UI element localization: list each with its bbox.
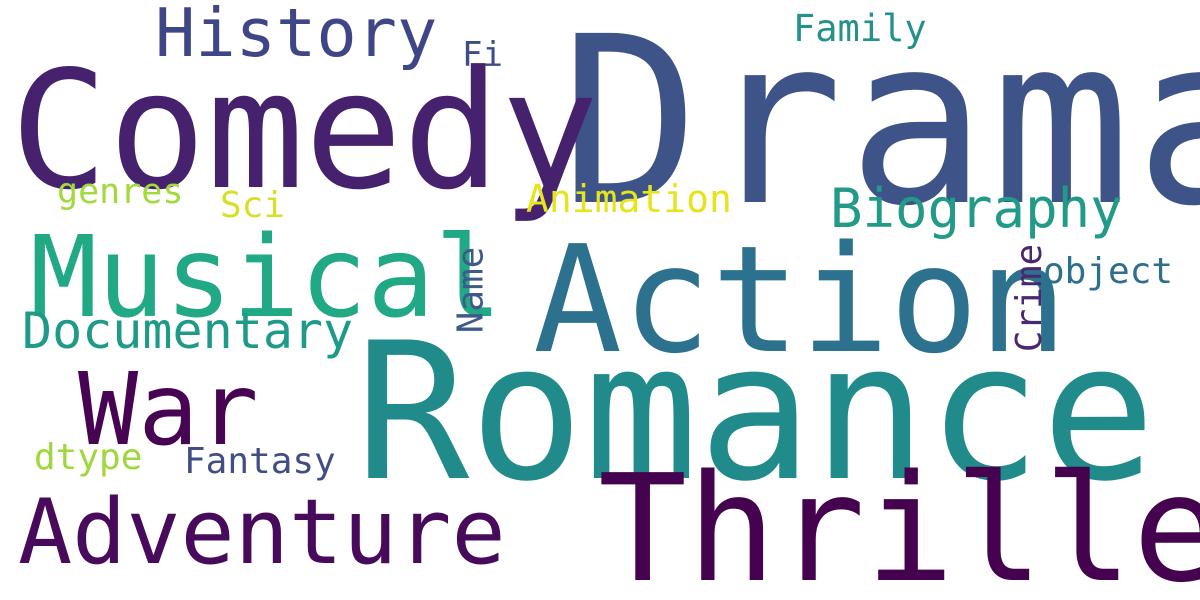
word-documentary: Documentary: [22, 302, 354, 360]
word-history: History: [155, 0, 438, 72]
word-romance: Romance: [355, 302, 1156, 523]
word-comedy: Comedy: [10, 37, 599, 226]
word-drama: Drama: [560, 0, 1200, 257]
word-war: War: [78, 351, 259, 468]
word-genres: genres: [57, 172, 184, 212]
word-adventure: Adventure: [18, 480, 506, 585]
word-fi: Fi: [462, 35, 503, 75]
word-family: Family: [793, 7, 927, 50]
word-action: Action: [533, 214, 1068, 386]
word-thriller: Thriller: [598, 443, 1200, 600]
word-dtype: dtype: [34, 437, 143, 478]
word-object: object: [1043, 251, 1174, 292]
word-biography: Biography: [830, 177, 1123, 240]
word-fantasy: Fantasy: [184, 441, 336, 482]
word-sci: Sci: [220, 185, 286, 226]
word-animation: Animation: [526, 177, 732, 221]
word-musical: Musical: [30, 213, 503, 343]
